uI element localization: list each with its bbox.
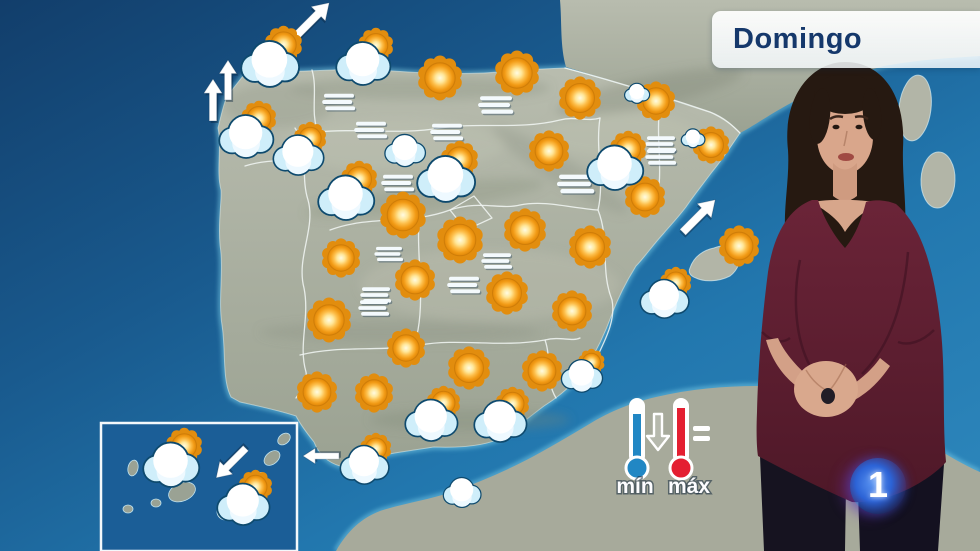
fog-icon [358, 300, 391, 318]
sun-behind-cloud-icon [142, 427, 202, 488]
channel-logo-label: 1 [867, 464, 889, 505]
sun-icon [504, 208, 546, 252]
sun-behind-cloud-icon [218, 100, 276, 159]
weather-icons-layer [142, 2, 759, 526]
sun-icon [625, 176, 665, 218]
sun-behind-cloud-icon [560, 348, 605, 393]
wind-arrow-icon [202, 78, 224, 123]
fog-icon [447, 276, 482, 295]
cloud-icon [442, 476, 482, 509]
cloud-icon [384, 133, 427, 168]
sun-behind-cloud-icon [216, 469, 272, 526]
sun-icon [322, 238, 360, 278]
wind-arrow-icon [215, 443, 250, 479]
sun-icon [437, 216, 483, 264]
sun-behind-cloud-icon [335, 27, 393, 86]
sun-behind-cloud-icon [317, 160, 377, 221]
sun-behind-cloud-icon [586, 130, 646, 191]
sun-behind-cloud-icon [339, 432, 392, 485]
sun-behind-cloud-icon [272, 121, 326, 176]
fog-icon [478, 96, 515, 116]
fog-icon [645, 149, 678, 167]
fog-icon [556, 174, 596, 195]
cloud-icon [680, 128, 706, 149]
sun-icon [495, 50, 539, 96]
channel-logo-1: 1 [850, 458, 906, 514]
sun-icon [569, 225, 611, 269]
sun-icon [387, 328, 425, 368]
sun-icon [307, 297, 351, 343]
fog-icon [322, 93, 357, 112]
sun-behind-cloud-icon [404, 385, 460, 442]
fog-icon [374, 246, 405, 263]
sardinia-island [920, 151, 956, 209]
day-banner: Domingo [712, 11, 980, 68]
sun-icon [448, 346, 490, 390]
max-label: máx [668, 475, 710, 498]
sun-icon [486, 271, 528, 315]
sun-behind-cloud-icon [240, 25, 302, 88]
fog-icon [481, 253, 514, 271]
sun-icon [522, 350, 562, 392]
sun-behind-cloud-icon [416, 140, 478, 203]
sun-icon [529, 130, 569, 172]
sun-icon [719, 225, 759, 267]
corsica-island [898, 74, 932, 142]
fog-icon [381, 174, 416, 193]
wind-arrow-icon [218, 59, 239, 102]
equals-lines-icon [693, 426, 710, 441]
sun-behind-cloud-icon [639, 266, 692, 319]
sun-icon [380, 191, 426, 239]
sun-icon [395, 259, 435, 301]
down-arrow-icon [645, 412, 671, 452]
day-banner-label: Domingo [733, 23, 863, 55]
fog-icon [430, 123, 465, 142]
sun-icon [559, 76, 601, 120]
sun-icon [552, 290, 592, 332]
temperature-legend: mín máx [615, 398, 712, 500]
fog-icon [354, 121, 389, 140]
wind-arrow-icon [302, 446, 341, 465]
cloud-icon [623, 82, 651, 104]
sun-icon [418, 55, 462, 101]
min-label: mín [616, 475, 653, 498]
presenter [756, 62, 946, 551]
sun-icon [297, 371, 337, 413]
wind-arrow-icon [679, 199, 716, 238]
sun-icon [355, 373, 393, 413]
sun-behind-cloud-icon [473, 386, 529, 443]
